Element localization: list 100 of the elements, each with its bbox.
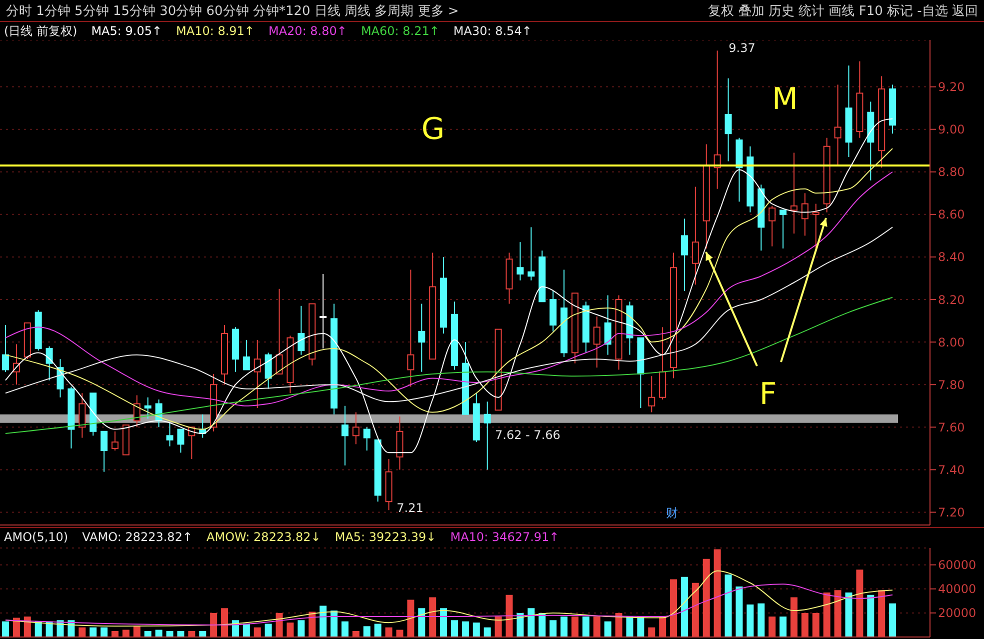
candlestick bbox=[276, 288, 283, 374]
candlestick bbox=[298, 305, 305, 356]
bar bbox=[2, 621, 9, 637]
bar bbox=[790, 597, 798, 637]
bar bbox=[780, 616, 787, 637]
y-tick-label: 7.60 bbox=[938, 420, 965, 434]
bar bbox=[144, 630, 152, 637]
bar bbox=[560, 616, 568, 637]
text: MA10: 34627.91↑ bbox=[450, 530, 560, 544]
bar bbox=[746, 604, 754, 637]
candlestick bbox=[320, 273, 327, 349]
bar bbox=[112, 630, 119, 637]
bar bbox=[451, 620, 458, 637]
candlestick bbox=[352, 412, 360, 445]
candlestick bbox=[144, 396, 152, 420]
candlestick bbox=[768, 205, 776, 247]
band-label: 7.62 - 7.66 bbox=[495, 428, 560, 442]
candlestick bbox=[418, 303, 426, 372]
candlestick bbox=[254, 339, 261, 409]
candlestick bbox=[46, 346, 53, 381]
bar bbox=[506, 594, 513, 637]
candlestick bbox=[78, 392, 86, 438]
candlestick bbox=[484, 401, 491, 470]
text: MA10: 8.91↑ bbox=[176, 24, 254, 38]
bar bbox=[254, 627, 261, 637]
annotation: G bbox=[421, 112, 445, 147]
text: MA5: 9.05↑ bbox=[91, 24, 162, 38]
bar bbox=[78, 627, 86, 637]
bar bbox=[692, 582, 699, 637]
text: 分时 1分钟 5分钟 15分钟 30分钟 60分钟 分钟*120 日线 周线 多周期 更多 > bbox=[6, 2, 459, 20]
text: MA20: 8.80↑ bbox=[268, 24, 347, 38]
bar bbox=[878, 590, 886, 637]
candlestick bbox=[516, 242, 524, 281]
text: MA60: 8.21↑ bbox=[360, 24, 440, 38]
y-tick-label: 8.40 bbox=[938, 250, 965, 264]
y-tick-label: 8.60 bbox=[938, 208, 965, 222]
y-tick-label: 8.00 bbox=[938, 335, 965, 350]
candlestick bbox=[2, 324, 9, 372]
bar bbox=[702, 558, 710, 637]
bar bbox=[812, 612, 820, 637]
bar bbox=[680, 576, 688, 637]
candlestick bbox=[100, 430, 108, 472]
bar bbox=[264, 624, 272, 637]
bar bbox=[418, 608, 426, 637]
candlestick bbox=[133, 394, 140, 428]
candlestick bbox=[177, 428, 184, 454]
y-tick-label: 7.20 bbox=[938, 505, 965, 520]
bar bbox=[823, 592, 830, 637]
bar bbox=[604, 621, 612, 637]
y-tick-label: 7.40 bbox=[938, 462, 965, 477]
bar bbox=[242, 624, 250, 637]
candlestick bbox=[166, 422, 174, 447]
y-tick-label: 60000 bbox=[938, 558, 976, 572]
annotation: M bbox=[772, 82, 798, 117]
bar bbox=[308, 612, 316, 637]
bar bbox=[199, 630, 206, 637]
bar bbox=[845, 592, 852, 637]
bar bbox=[659, 616, 666, 637]
candlestick bbox=[801, 192, 808, 236]
bar bbox=[670, 579, 678, 637]
bar bbox=[100, 627, 108, 637]
candlestick bbox=[648, 376, 656, 413]
bar bbox=[834, 590, 842, 637]
y-tick-label: 40000 bbox=[938, 582, 976, 596]
candlestick bbox=[780, 210, 787, 249]
bar bbox=[768, 616, 776, 637]
candlestick bbox=[692, 186, 699, 286]
text: 复权 叠加 历史 统计 画线 F10 标记 -自选 返回 bbox=[708, 2, 978, 20]
annotation: 9.37 bbox=[728, 41, 756, 55]
text: AMOW: 28223.82↓ bbox=[206, 530, 321, 544]
candlestick bbox=[790, 152, 798, 234]
bar bbox=[648, 627, 656, 637]
bar bbox=[856, 570, 864, 637]
line-series bbox=[4, 226, 894, 402]
bar bbox=[166, 630, 174, 637]
bar bbox=[320, 606, 327, 637]
bar bbox=[330, 610, 338, 637]
annotation: 7.21 bbox=[396, 501, 424, 515]
y-tick-label: 9.00 bbox=[938, 122, 965, 137]
bar bbox=[341, 621, 348, 637]
bar bbox=[122, 630, 130, 637]
candlestick bbox=[834, 84, 842, 166]
y-tick-label: 8.80 bbox=[938, 165, 965, 180]
text: MA30: 8.54↑ bbox=[453, 24, 532, 38]
y-tick-label: 7.80 bbox=[938, 378, 965, 392]
y-tick-label: 9.20 bbox=[938, 80, 965, 94]
annotation: F bbox=[759, 377, 777, 412]
bar bbox=[133, 626, 140, 637]
candlestick bbox=[812, 203, 820, 249]
bar bbox=[177, 630, 184, 637]
bar bbox=[188, 630, 196, 637]
bar bbox=[440, 608, 448, 637]
candlestick bbox=[604, 294, 612, 356]
candlestick bbox=[341, 405, 348, 466]
annotation: 财 bbox=[666, 506, 678, 520]
bar bbox=[637, 616, 644, 637]
bar bbox=[889, 603, 896, 637]
bar bbox=[396, 630, 404, 637]
candlestick bbox=[264, 352, 272, 390]
y-tick-label: 8.20 bbox=[938, 292, 965, 307]
